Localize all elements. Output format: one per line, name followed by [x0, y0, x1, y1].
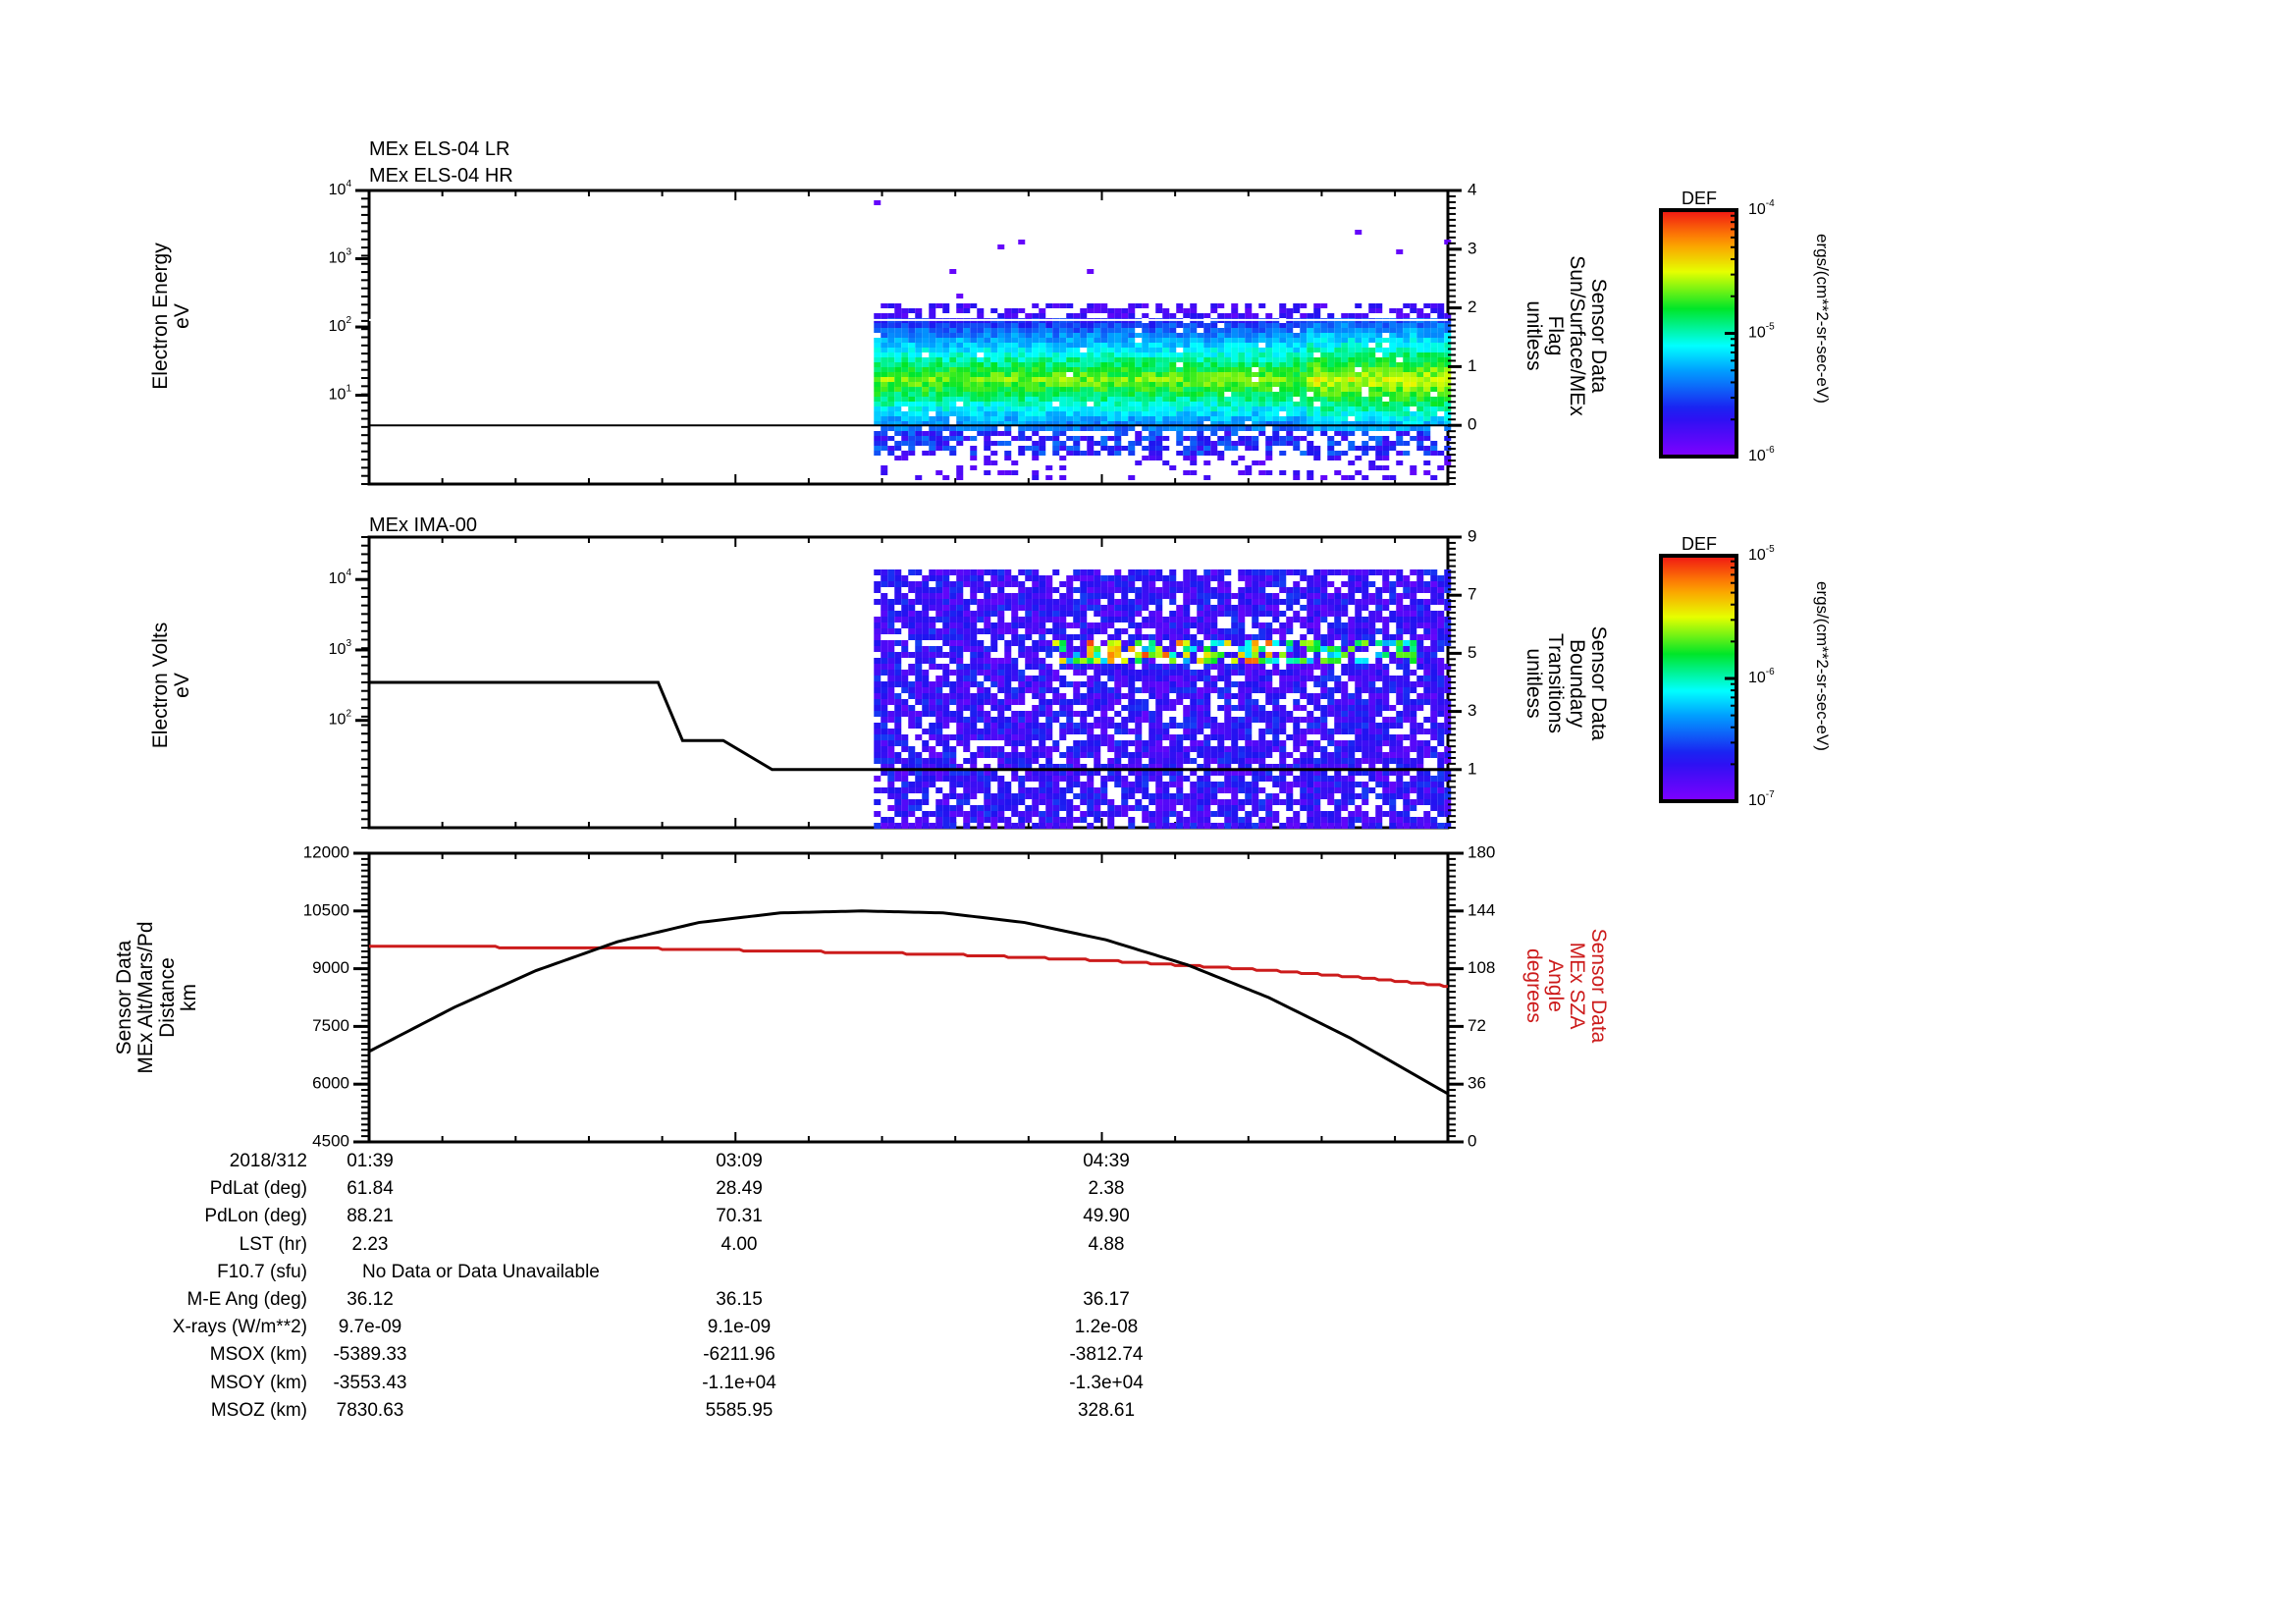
panel3-right-label-line3: Angle — [1544, 959, 1567, 1012]
panel3-ylabel-line2: MEx Alt/Mars/Pd — [134, 921, 157, 1074]
panel2-right-label-line4: unitless — [1522, 648, 1545, 719]
table-cell: -6211.96 — [703, 1344, 775, 1366]
boundary-transitions-line — [369, 680, 1448, 772]
colorbar1-title: DEF — [1682, 189, 1717, 208]
panel1-spectrogram — [355, 189, 1462, 486]
panel1-title-lr: MEx ELS-04 LR — [369, 138, 510, 160]
table-row-label: M-E Ang (deg) — [187, 1289, 308, 1310]
table-cell: 36.17 — [1083, 1289, 1130, 1310]
table-cell: No Data or Data Unavailable — [362, 1261, 600, 1282]
panel3-ylabel-line1: Sensor Data — [113, 940, 135, 1055]
table-cell: -3553.43 — [333, 1372, 407, 1393]
table-cell: -5389.33 — [333, 1344, 407, 1366]
svg-text:4: 4 — [1468, 180, 1476, 198]
panel3-ylabel-line4: km — [178, 984, 200, 1011]
table-cell: 04:39 — [1083, 1151, 1130, 1171]
panel3-line-chart — [353, 851, 1464, 1144]
sza-line — [369, 945, 1448, 989]
panel1-right-label-line2: Sun/Surface/MEx — [1566, 255, 1588, 416]
table-cell: 03:09 — [716, 1151, 763, 1171]
table-cell: 9.1e-09 — [707, 1317, 772, 1338]
table-cell: 36.12 — [347, 1289, 394, 1310]
panel2-ylabel-line2: eV — [171, 673, 193, 698]
table-cell: 88.21 — [347, 1206, 394, 1227]
svg-text:102: 102 — [329, 315, 352, 336]
table-cell: 5585.95 — [705, 1399, 774, 1421]
panel2-right-label-line1: Sensor Data — [1587, 625, 1610, 741]
table-cell: 01:39 — [347, 1151, 394, 1171]
svg-text:101: 101 — [329, 383, 352, 404]
svg-text:104: 104 — [329, 179, 352, 199]
colorbar2 — [1659, 554, 1738, 803]
table-cell: -1.3e+04 — [1069, 1372, 1144, 1393]
panel2-right-label-line2: Boundary — [1566, 639, 1588, 728]
table-row-label: 2018/312 — [229, 1151, 307, 1171]
panel1-right-label-line4: unitless — [1522, 300, 1545, 371]
panel1-ylabel: Electron Energy eV — [149, 218, 193, 414]
table-cell: 36.15 — [716, 1289, 763, 1310]
panel3-right-label-line2: MEx SZA — [1566, 942, 1588, 1030]
panel1-title-hr: MEx ELS-04 HR — [369, 165, 513, 187]
table-cell: 70.31 — [716, 1206, 763, 1227]
table-cell: 328.61 — [1077, 1399, 1136, 1421]
table-cell: -1.1e+04 — [702, 1372, 776, 1393]
panel3-right-label: Sensor Data MEx SZA Angle degrees — [1522, 868, 1610, 1104]
panel1-ylabel-line2: eV — [171, 303, 193, 329]
altitude-line — [368, 909, 1449, 1096]
table-cell: 2.23 — [351, 1233, 389, 1255]
table-cell: 1.2e-08 — [1074, 1317, 1139, 1338]
table-cell: 4.00 — [721, 1233, 758, 1255]
table-row-label: PdLon (deg) — [204, 1206, 307, 1227]
table-cell: 4.88 — [1088, 1233, 1125, 1255]
panel1-right-label-line3: Flag — [1544, 315, 1567, 356]
table-cell: 61.84 — [347, 1178, 394, 1200]
panel2-ylabel-line1: Electron Volts — [149, 622, 172, 749]
panel2-spectrogram — [355, 535, 1462, 830]
table-row-label: MSOX (km) — [209, 1344, 307, 1366]
table-cell: 2.38 — [1088, 1178, 1125, 1200]
table-cell: 28.49 — [716, 1178, 763, 1200]
table-row-label: LST (hr) — [239, 1233, 307, 1255]
panel2-right-label-line3: Transitions — [1544, 633, 1567, 733]
panel3-ylabel-line3: Distance — [156, 957, 179, 1038]
table-row-label: X-rays (W/m**2) — [172, 1317, 307, 1338]
colorbar1 — [1659, 208, 1738, 459]
table-cell: 7830.63 — [336, 1399, 404, 1421]
table-cell: -3812.74 — [1069, 1344, 1144, 1366]
panel1-heatmap — [874, 200, 1452, 480]
svg-text:0: 0 — [1468, 415, 1476, 434]
panel3-right-label-line4: degrees — [1522, 948, 1545, 1023]
table-row-label: F10.7 (sfu) — [217, 1261, 307, 1282]
panel2-right-label: Sensor Data Boundary Transitions unitles… — [1522, 566, 1610, 801]
colorbar2-unit: ergs/(cm**2-sr-sec-eV) — [1813, 581, 1832, 751]
panel2-heatmap — [874, 569, 1452, 829]
svg-text:103: 103 — [329, 246, 352, 267]
svg-text:2: 2 — [1468, 298, 1476, 316]
table-row-label: PdLat (deg) — [209, 1178, 307, 1200]
panel3-right-label-line1: Sensor Data — [1587, 928, 1610, 1044]
svg-text:3: 3 — [1468, 239, 1476, 257]
panel1-right-label: Sensor Data Sun/Surface/MEx Flag unitles… — [1522, 218, 1610, 454]
panel1-right-label-line1: Sensor Data — [1587, 278, 1610, 394]
table-row-label: MSOY (km) — [210, 1372, 307, 1393]
svg-text:1: 1 — [1468, 356, 1476, 375]
panel3-ylabel: Sensor Data MEx Alt/Mars/Pd Distance km — [113, 890, 200, 1106]
panel1-ylabel-line1: Electron Energy — [149, 243, 172, 390]
colorbar1-unit: ergs/(cm**2-sr-sec-eV) — [1813, 234, 1832, 404]
table-cell: 9.7e-09 — [338, 1317, 402, 1338]
panel2-ylabel: Electron Volts eV — [149, 587, 193, 784]
table-row-label: MSOZ (km) — [210, 1399, 307, 1421]
table-cell: 49.90 — [1083, 1206, 1130, 1227]
colorbar2-title: DEF — [1682, 534, 1717, 554]
panel2-title: MEx IMA-00 — [369, 514, 478, 536]
